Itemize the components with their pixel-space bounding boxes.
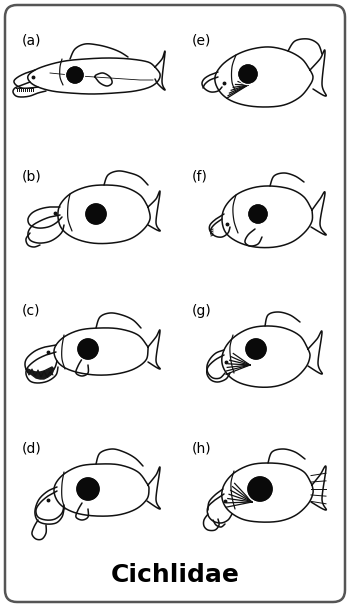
Circle shape bbox=[249, 205, 267, 223]
Circle shape bbox=[248, 477, 272, 501]
Text: (a): (a) bbox=[22, 34, 42, 48]
Circle shape bbox=[76, 476, 100, 501]
Circle shape bbox=[246, 339, 266, 359]
Circle shape bbox=[67, 67, 83, 83]
FancyBboxPatch shape bbox=[5, 5, 345, 602]
Circle shape bbox=[239, 65, 257, 83]
Circle shape bbox=[246, 475, 273, 503]
Circle shape bbox=[78, 339, 98, 359]
Text: (b): (b) bbox=[22, 169, 42, 183]
Circle shape bbox=[67, 67, 83, 83]
Circle shape bbox=[77, 478, 99, 500]
Circle shape bbox=[77, 478, 99, 500]
Text: (d): (d) bbox=[22, 442, 42, 456]
Circle shape bbox=[245, 337, 267, 361]
Text: Cichlidae: Cichlidae bbox=[111, 563, 239, 587]
Circle shape bbox=[65, 66, 84, 84]
Circle shape bbox=[86, 204, 106, 224]
Circle shape bbox=[248, 477, 272, 501]
Text: (h): (h) bbox=[192, 442, 212, 456]
Circle shape bbox=[246, 339, 266, 359]
Circle shape bbox=[249, 205, 267, 223]
Text: (g): (g) bbox=[192, 304, 212, 318]
Polygon shape bbox=[26, 367, 54, 379]
Text: (c): (c) bbox=[22, 304, 41, 318]
Text: (e): (e) bbox=[192, 34, 211, 48]
Circle shape bbox=[238, 64, 259, 84]
Circle shape bbox=[84, 203, 107, 225]
Circle shape bbox=[77, 337, 99, 361]
Circle shape bbox=[86, 204, 106, 224]
Circle shape bbox=[247, 203, 268, 225]
Circle shape bbox=[78, 339, 98, 359]
Text: (f): (f) bbox=[192, 169, 208, 183]
Circle shape bbox=[239, 65, 257, 83]
